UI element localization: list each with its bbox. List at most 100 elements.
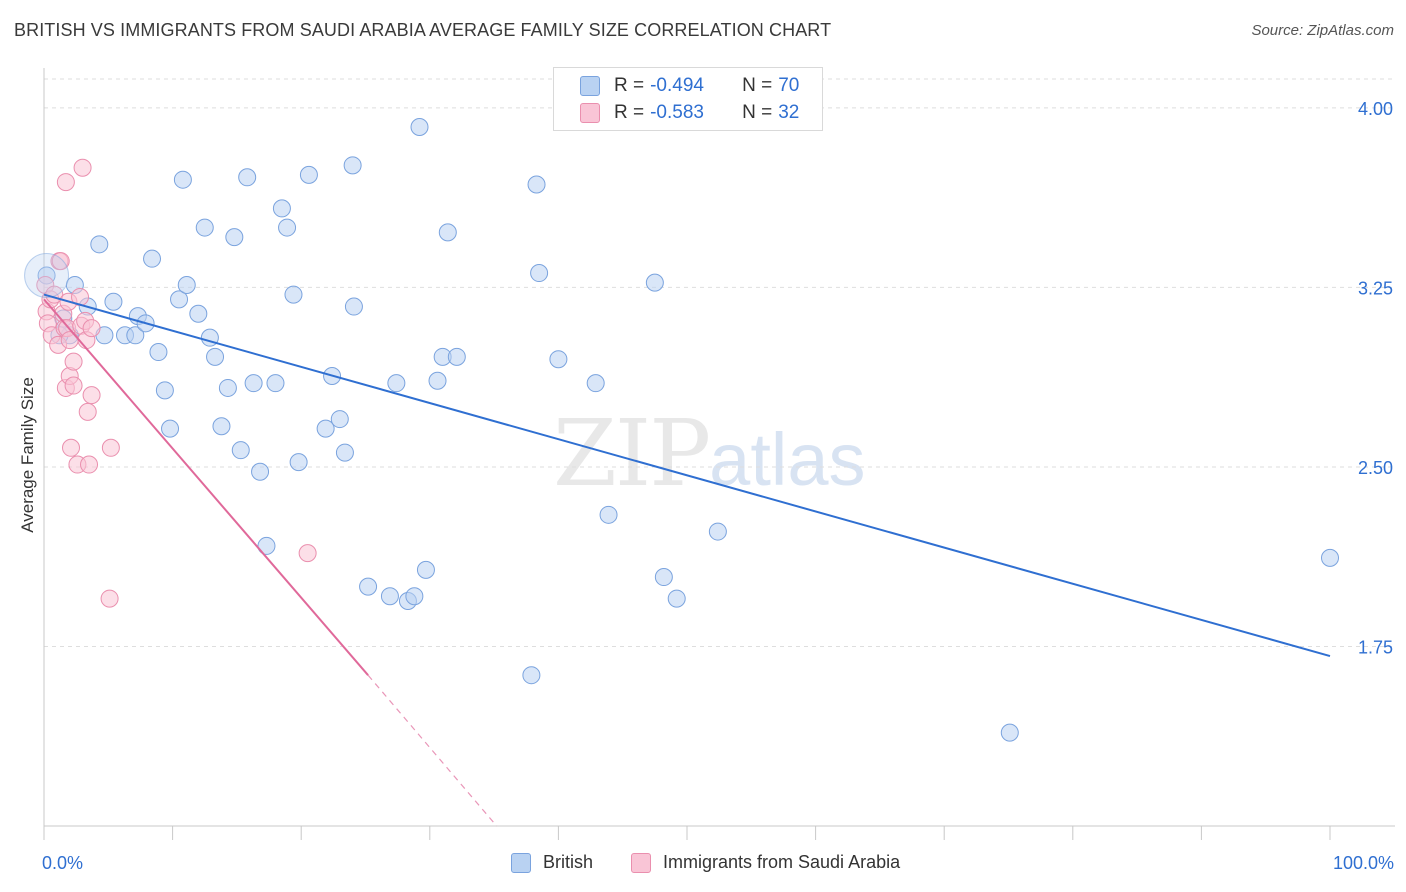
legend-british-label: British: [543, 852, 594, 872]
british-point: [155, 381, 174, 400]
british-point: [530, 264, 549, 283]
british-point: [586, 374, 605, 393]
legend-item-saudi: Immigrants from Saudi Arabia: [631, 852, 900, 873]
british-point: [206, 347, 225, 366]
saudi-point: [64, 352, 83, 371]
british-point: [161, 419, 180, 438]
y-tick-label: 2.50: [1358, 458, 1393, 478]
british-point: [177, 276, 196, 295]
british-point: [272, 199, 291, 218]
saudi-point: [100, 589, 119, 608]
british-point: [231, 441, 250, 460]
r-label: R =: [614, 75, 645, 96]
saudi-n-value: 32: [778, 102, 800, 123]
british-point: [257, 536, 276, 555]
saudi-point: [82, 386, 101, 405]
british-point: [289, 453, 308, 472]
saudi-point: [51, 252, 70, 271]
british-point: [387, 374, 406, 393]
british-point: [549, 350, 568, 369]
stats-legend: R = -0.494 N = 70 R = -0.583 N = 32: [553, 67, 823, 131]
saudi-point: [298, 544, 317, 563]
british-point: [143, 249, 162, 268]
british-point: [380, 587, 399, 606]
n-label: N =: [742, 102, 773, 123]
british-point: [410, 118, 429, 137]
saudi-point: [60, 331, 79, 350]
british-point: [335, 443, 354, 462]
saudi-point: [64, 376, 83, 395]
n-label: N =: [742, 75, 773, 96]
british-r-value: -0.494: [650, 75, 704, 96]
saudi-point: [82, 319, 101, 338]
british-point: [266, 374, 285, 393]
y-tick-label: 1.75: [1358, 637, 1393, 657]
british-point: [1000, 723, 1019, 742]
british-point: [599, 505, 618, 524]
legend-item-british: British: [511, 852, 593, 873]
saudi-trend-extension: [367, 674, 498, 827]
british-point: [316, 419, 335, 438]
legend-saudi-swatch: [631, 852, 651, 873]
watermark-atlas: atlas: [709, 418, 866, 501]
british-point: [645, 273, 664, 292]
saudi-point: [56, 173, 75, 192]
british-point: [343, 156, 362, 175]
british-point: [359, 577, 378, 596]
british-point: [299, 165, 318, 184]
british-point: [438, 223, 457, 242]
source-label: Source: ZipAtlas.com: [1251, 22, 1394, 39]
british-point: [173, 170, 192, 189]
british-trend-line: [43, 293, 1331, 658]
stats-legend-row-british: R = -0.494 N = 70: [580, 74, 799, 98]
british-point: [212, 417, 231, 436]
legend-saudi-label: Immigrants from Saudi Arabia: [663, 852, 901, 872]
british-point: [344, 297, 363, 316]
stats-legend-row-saudi: R = -0.583 N = 32: [580, 101, 799, 125]
british-point: [278, 218, 297, 237]
british-n-value: 70: [778, 75, 800, 96]
british-point: [330, 410, 349, 429]
british-point: [218, 378, 237, 397]
british-point: [149, 343, 168, 362]
british-point: [416, 560, 435, 579]
x-tick-label: 100.0%: [1333, 853, 1394, 873]
saudi-point: [62, 438, 81, 457]
british-point: [244, 374, 263, 393]
british-point: [447, 347, 466, 366]
british-point: [238, 168, 257, 187]
saudi-point: [78, 402, 97, 421]
british-point: [1321, 548, 1339, 567]
british-point: [195, 218, 214, 237]
y-tick-label: 4.00: [1358, 99, 1393, 119]
british-point: [527, 175, 546, 194]
british-point: [284, 285, 303, 304]
british-point: [251, 462, 270, 481]
british-point: [428, 371, 447, 390]
legend-british-swatch: [511, 852, 531, 873]
watermark: ZIPatlas: [553, 400, 865, 507]
british-point: [90, 235, 109, 254]
saudi-point: [101, 438, 120, 457]
british-point: [104, 292, 123, 311]
chart-title: BRITISH VS IMMIGRANTS FROM SAUDI ARABIA …: [14, 20, 832, 40]
british-point-cluster: [24, 252, 70, 298]
saudi-swatch: [580, 103, 600, 123]
british-point: [126, 326, 145, 345]
saudi-r-value: -0.583: [650, 102, 704, 123]
british-point: [405, 587, 424, 606]
british-point: [654, 568, 673, 587]
british-swatch: [580, 76, 600, 96]
watermark-zip: ZIP: [553, 400, 711, 507]
british-point: [225, 228, 244, 247]
british-point: [189, 304, 208, 323]
saudi-trend-line: [43, 298, 369, 676]
y-axis-label: Average Family Size: [18, 377, 37, 533]
saudi-point: [80, 455, 99, 474]
y-tick-label: 3.25: [1358, 278, 1393, 298]
british-point: [522, 666, 541, 685]
british-point: [170, 290, 189, 309]
x-tick-label: 0.0%: [42, 853, 83, 873]
british-point: [708, 522, 727, 541]
